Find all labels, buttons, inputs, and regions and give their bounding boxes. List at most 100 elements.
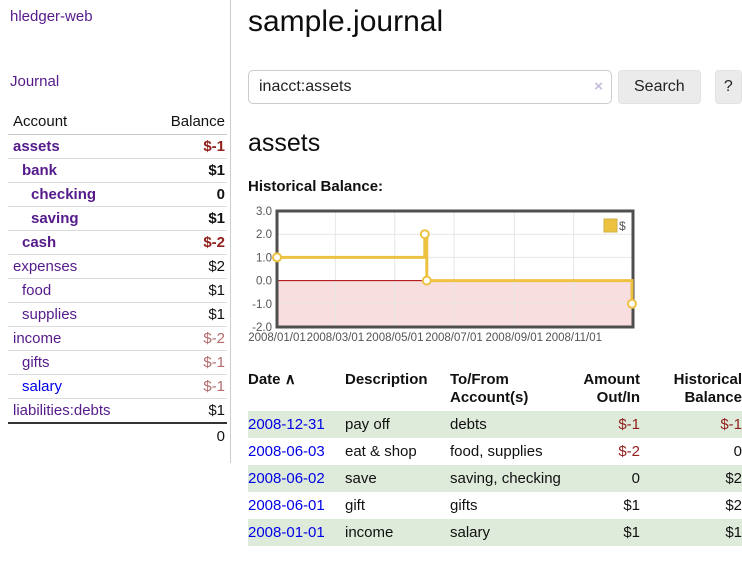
x-axis-tick-label: 2008/01/01 <box>248 332 306 344</box>
y-axis-tick-label: -1.0 <box>252 299 272 311</box>
account-row: liabilities:debts $1 <box>8 399 227 424</box>
sidebar: hledger-web Journal Account Balance asse… <box>0 0 231 463</box>
account-balance: $1 <box>208 306 225 323</box>
register-row: 2008-12-31 pay off debts $-1 $-1 <box>248 411 742 438</box>
register-header-date[interactable]: Date ∧ <box>248 371 296 388</box>
register-description: gift <box>345 496 366 514</box>
account-balance: $1 <box>208 282 225 299</box>
x-axis-tick-label: 2008/07/01 <box>425 332 483 344</box>
register-header-accounts: To/From Account(s) <box>450 371 529 406</box>
account-balance: 0 <box>216 186 225 203</box>
register-accounts: debts <box>450 415 487 433</box>
sidebar-item-journal[interactable]: Journal <box>10 73 60 90</box>
data-point-marker <box>421 275 432 286</box>
register-balance: $1 <box>725 523 742 541</box>
account-row: food $1 <box>8 279 227 303</box>
account-balance: $-2 <box>203 330 225 347</box>
register-amount: $1 <box>623 496 640 514</box>
y-axis-tick-label: 3.0 <box>256 206 272 218</box>
data-point-marker <box>627 298 637 309</box>
register-accounts: food, supplies <box>450 442 543 460</box>
chart-heading: Historical Balance: <box>248 178 384 195</box>
register-header-balance: Historical Balance <box>673 371 742 406</box>
account-balance: $2 <box>208 258 225 275</box>
register-balance: $2 <box>725 469 742 487</box>
sidebar-account-link[interactable]: saving <box>31 210 79 227</box>
register-row: 2008-06-03 eat & shop food, supplies $-2 0 <box>248 438 742 465</box>
account-balance: $1 <box>208 402 225 419</box>
x-axis-tick-label: 2008/05/01 <box>366 332 424 344</box>
sidebar-account-link[interactable]: gifts <box>22 354 50 371</box>
legend-label: $ <box>619 219 626 233</box>
accounts-header-balance: Balance <box>148 110 227 135</box>
register-balance: $-1 <box>720 415 742 433</box>
search-box: × <box>248 70 612 104</box>
sidebar-account-link[interactable]: cash <box>22 234 57 251</box>
accounts-total-spacer <box>8 422 149 449</box>
x-axis-tick-label: 2008/09/01 <box>486 332 544 344</box>
account-balance: $-2 <box>203 234 225 251</box>
account-row: income $-2 <box>8 327 227 351</box>
sidebar-account-link[interactable]: assets <box>13 138 60 155</box>
transaction-date-link[interactable]: 2008-01-01 <box>248 523 325 541</box>
register-accounts: gifts <box>450 496 478 514</box>
register-amount: 0 <box>631 469 640 487</box>
clear-search-icon[interactable]: × <box>594 78 603 95</box>
account-row: bank $1 <box>8 159 227 183</box>
account-row: cash $-2 <box>8 231 227 255</box>
y-axis-tick-label: -2.0 <box>252 322 272 334</box>
sidebar-account-link[interactable]: expenses <box>13 258 78 275</box>
x-axis-tick-label: 2008/03/01 <box>307 332 365 344</box>
register-table: Date ∧ Description To/From Account(s) Am… <box>248 367 742 546</box>
register-balance: 0 <box>733 442 742 460</box>
accounts-table-header: Account Balance <box>8 110 227 135</box>
account-row: expenses $2 <box>8 255 227 279</box>
sidebar-account-link[interactable]: food <box>22 282 52 299</box>
account-heading: assets <box>248 129 321 157</box>
accounts-table-body: assets $-1 bank $1 checking 0 saving $1 cash $-2 e… <box>8 135 227 424</box>
sidebar-account-link[interactable]: income <box>13 330 62 347</box>
sidebar-account-link[interactable]: bank <box>22 162 58 179</box>
register-accounts: salary <box>450 523 491 541</box>
main-content: sample.journal × Search ? assets Histori… <box>248 0 742 546</box>
account-row: assets $-1 <box>8 135 227 159</box>
register-row: 2008-06-02 save saving, checking 0 $2 <box>248 465 742 492</box>
legend-swatch <box>603 218 618 233</box>
transaction-date-link[interactable]: 2008-12-31 <box>248 415 325 433</box>
sidebar-account-link[interactable]: checking <box>31 186 97 203</box>
register-balance: $2 <box>725 496 742 514</box>
chart-container: $3.0 2.0 1.0 0.0 -1.0 -2.0 2008/01/01 2008/03/0… <box>248 206 668 346</box>
register-amount: $-1 <box>618 415 640 433</box>
transaction-date-link[interactable]: 2008-06-03 <box>248 442 325 460</box>
sidebar-account-link[interactable]: supplies <box>22 306 78 323</box>
accounts-total-row: 0 <box>8 422 227 449</box>
account-balance: $-1 <box>203 354 225 371</box>
register-description: eat & shop <box>345 442 417 460</box>
account-balance: $1 <box>208 210 225 227</box>
search-button[interactable]: Search <box>618 70 701 104</box>
register-row: 2008-01-01 income salary $1 $1 <box>248 519 742 546</box>
y-axis-tick-label: 2.0 <box>256 229 272 241</box>
plot-border <box>275 209 635 329</box>
register-description: income <box>345 523 394 541</box>
accounts-header-account: Account <box>8 110 149 135</box>
search-input[interactable] <box>248 70 612 104</box>
page-title: sample.journal <box>248 5 444 38</box>
transaction-date-link[interactable]: 2008-06-01 <box>248 496 325 514</box>
account-row: supplies $1 <box>8 303 227 327</box>
y-axis-tick-label: 1.0 <box>256 252 272 264</box>
register-description: pay off <box>345 415 390 433</box>
account-row: salary $-1 <box>8 375 227 399</box>
x-axis-tick-label: 2008/11/01 <box>545 332 602 344</box>
sidebar-account-link[interactable]: liabilities:debts <box>13 402 111 419</box>
account-balance: $-1 <box>203 378 225 395</box>
account-row: checking 0 <box>8 183 227 207</box>
data-point-marker <box>419 229 430 240</box>
help-button[interactable]: ? <box>714 70 742 104</box>
account-row: gifts $-1 <box>8 351 227 375</box>
app-title-link[interactable]: hledger-web <box>10 8 93 25</box>
transaction-date-link[interactable]: 2008-06-02 <box>248 469 325 487</box>
sort-ascending-icon: ∧ <box>284 371 296 388</box>
sidebar-account-link[interactable]: salary <box>22 378 63 395</box>
